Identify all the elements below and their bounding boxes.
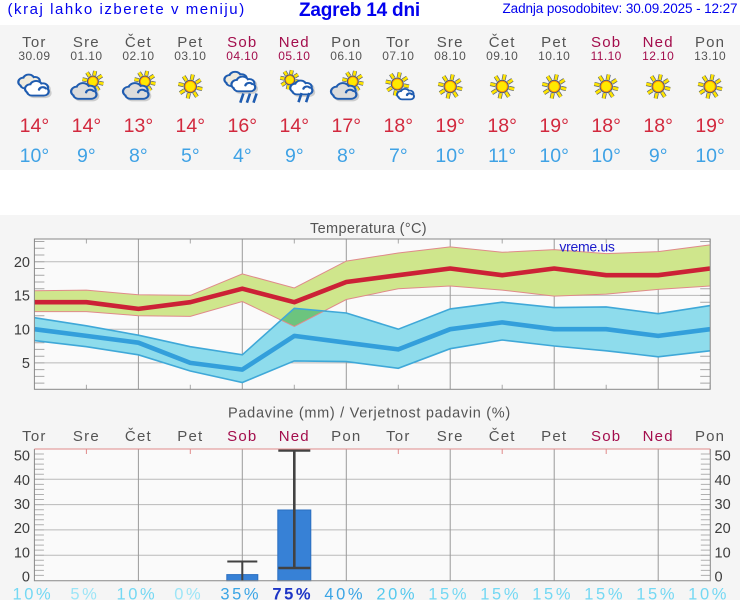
svg-text:20%: 20%: [376, 585, 417, 600]
svg-text:Čet: Čet: [489, 428, 516, 445]
svg-text:50: 50: [14, 449, 30, 465]
svg-text:20: 20: [14, 521, 30, 537]
svg-text:15%: 15%: [532, 585, 573, 600]
svg-text:10: 10: [715, 545, 731, 561]
svg-text:75%: 75%: [272, 585, 313, 600]
svg-text:15%: 15%: [636, 585, 677, 600]
svg-text:Čet: Čet: [125, 428, 152, 445]
svg-text:Tor: Tor: [22, 428, 46, 445]
svg-text:Pet: Pet: [177, 428, 203, 445]
svg-text:Temperatura (°C): Temperatura (°C): [310, 221, 427, 237]
svg-text:Tor: Tor: [386, 428, 410, 445]
svg-text:40: 40: [14, 473, 30, 489]
svg-text:5%: 5%: [70, 585, 99, 600]
svg-text:Ned: Ned: [643, 428, 674, 445]
svg-text:0%: 0%: [174, 585, 203, 600]
svg-text:Sre: Sre: [73, 428, 100, 445]
svg-text:Sob: Sob: [591, 428, 621, 445]
svg-text:15%: 15%: [480, 585, 521, 600]
svg-text:30: 30: [14, 497, 30, 513]
svg-text:30: 30: [715, 497, 731, 513]
svg-text:5: 5: [22, 356, 30, 372]
svg-text:Pet: Pet: [541, 428, 567, 445]
svg-text:Pon: Pon: [695, 428, 725, 445]
svg-text:15%: 15%: [584, 585, 625, 600]
svg-text:10: 10: [14, 545, 30, 561]
svg-text:40: 40: [715, 473, 731, 489]
svg-text:Sob: Sob: [227, 428, 257, 445]
svg-text:40%: 40%: [324, 585, 365, 600]
svg-text:50: 50: [715, 449, 731, 465]
svg-text:10%: 10%: [116, 585, 157, 600]
svg-text:20: 20: [715, 521, 731, 537]
svg-text:20: 20: [14, 255, 30, 271]
svg-text:15: 15: [14, 289, 30, 305]
svg-text:Ned: Ned: [279, 428, 310, 445]
svg-text:35%: 35%: [220, 585, 261, 600]
svg-text:vreme.us: vreme.us: [559, 238, 614, 254]
svg-text:10: 10: [14, 322, 30, 338]
svg-text:Padavine (mm) / Verjetnost pad: Padavine (mm) / Verjetnost padavin (%): [228, 405, 511, 421]
svg-text:10%: 10%: [12, 585, 53, 600]
svg-text:15%: 15%: [428, 585, 469, 600]
svg-text:0: 0: [715, 570, 723, 586]
svg-text:10%: 10%: [688, 585, 729, 600]
svg-text:0: 0: [22, 570, 30, 586]
svg-text:Pon: Pon: [331, 428, 361, 445]
svg-text:Sre: Sre: [437, 428, 464, 445]
